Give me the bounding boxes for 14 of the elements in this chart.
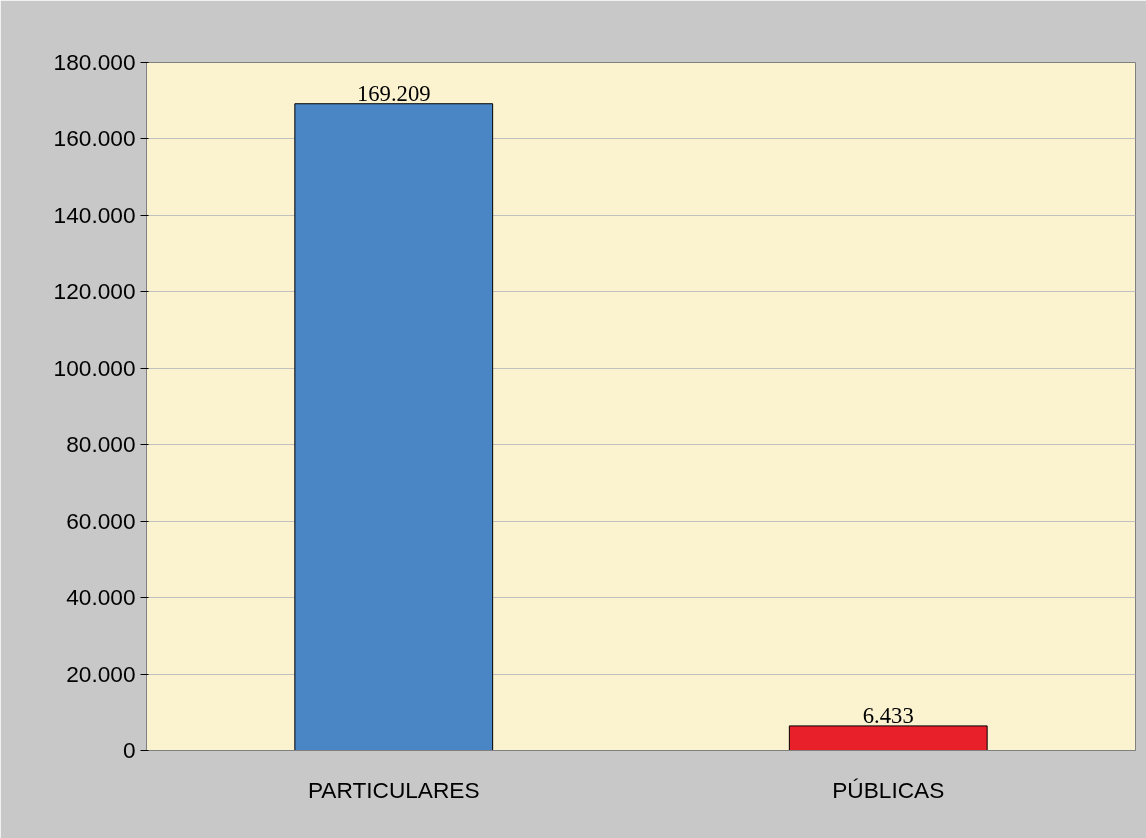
- y-tick-label: 160.000: [53, 125, 136, 152]
- y-tick-label: 180.000: [53, 49, 136, 75]
- y-tick-label: 60.000: [66, 507, 136, 534]
- x-tick-label: PÚBLICAS: [832, 776, 945, 803]
- y-tick-label: 140.000: [53, 201, 136, 228]
- y-tick-label: 80.000: [66, 431, 136, 458]
- data-label: 169.209: [356, 80, 431, 106]
- data-label: 6.433: [862, 702, 914, 728]
- y-tick-label: 120.000: [53, 278, 136, 305]
- x-tick-label: PARTICULARES: [307, 776, 480, 803]
- y-tick-label: 0: [122, 737, 136, 763]
- y-tick-label: 40.000: [66, 584, 136, 611]
- y-tick-label: 100.000: [53, 354, 136, 381]
- y-tick-label: 20.000: [66, 660, 136, 687]
